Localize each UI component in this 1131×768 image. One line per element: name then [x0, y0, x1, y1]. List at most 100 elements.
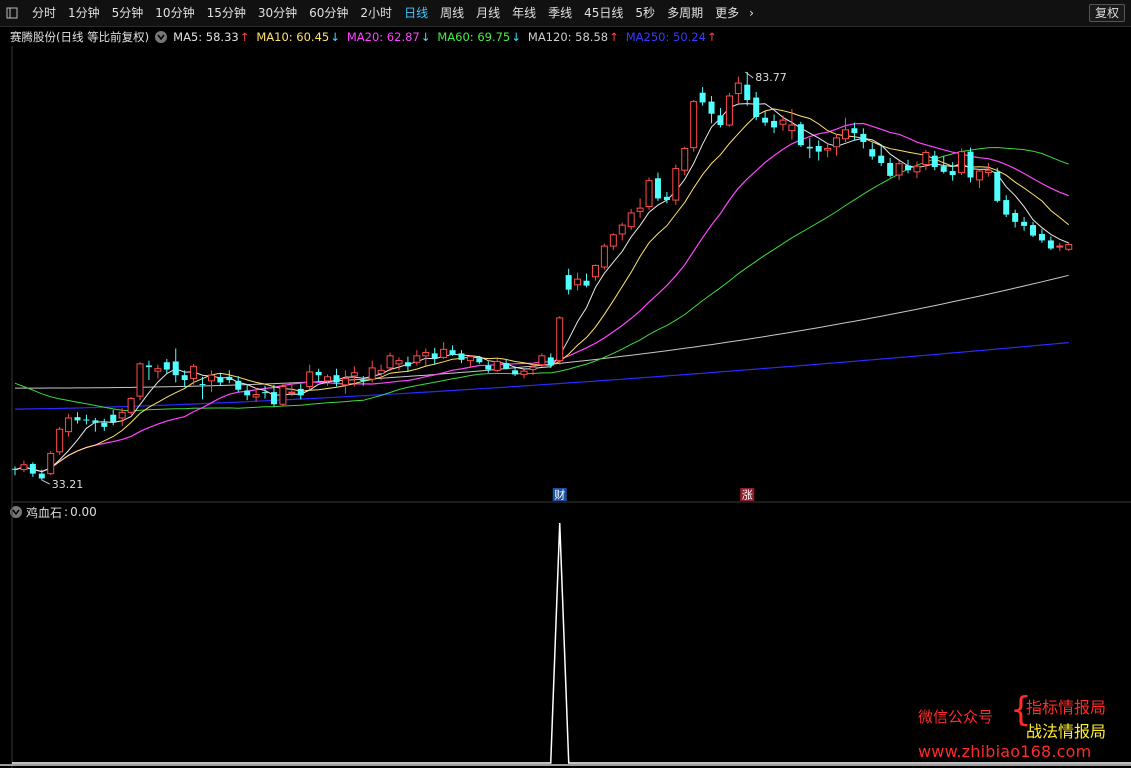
candle-body — [92, 420, 99, 423]
candle-body — [413, 355, 421, 363]
candle-body — [645, 180, 653, 208]
candle-body — [136, 363, 144, 397]
ma-legend-item: MA250: 50.24↑ — [626, 30, 717, 44]
candle-body — [288, 391, 296, 394]
more-chevron-icon[interactable]: › — [749, 6, 754, 20]
marker-zhang: 涨 — [742, 489, 753, 502]
candle-body — [38, 473, 45, 479]
candle-body — [529, 366, 537, 371]
ma-legend-item: MA120: 58.58↑ — [528, 30, 619, 44]
candle-body — [913, 165, 921, 173]
sub-indicator-value: 0.00 — [70, 505, 97, 519]
period-tab[interactable]: 多周期 — [667, 6, 704, 20]
period-tab[interactable]: 更多 — [715, 6, 740, 20]
candle-body — [1047, 240, 1054, 249]
stock-title: 赛腾股份(日线 等比前复权) — [10, 30, 150, 44]
candle-body — [485, 365, 492, 370]
watermark-left: 微信公众号 — [918, 708, 994, 726]
legend-collapse-icon[interactable] — [155, 31, 168, 43]
period-tab[interactable]: 1分钟 — [68, 6, 100, 20]
ma-label: MA120: 58.58 — [527, 30, 609, 44]
candle-body — [574, 278, 582, 286]
period-tab[interactable]: 年线 — [512, 6, 537, 20]
candle-body — [627, 212, 635, 228]
candle-body — [74, 417, 81, 421]
panel-toggle-icon[interactable] — [4, 5, 20, 21]
period-tab[interactable]: 5分钟 — [111, 6, 144, 20]
candle-body — [476, 358, 483, 363]
ma10-line — [14, 108, 1070, 473]
ma-arrow-icon: ↓ — [420, 30, 431, 44]
candle-body — [1021, 221, 1028, 226]
ma-label: MA20: 62.87 — [346, 30, 420, 44]
ma-legend-item: MA20: 62.87↓ — [347, 30, 431, 44]
period-tab[interactable]: 15分钟 — [206, 6, 246, 20]
candle-body — [118, 411, 126, 419]
candle-body — [905, 165, 911, 171]
candle-body — [350, 372, 358, 377]
period-tab[interactable]: 45日线 — [584, 6, 624, 20]
candle-body — [860, 133, 867, 142]
candle-body — [887, 162, 894, 176]
candle-body — [994, 171, 1001, 201]
candle-body — [172, 361, 179, 376]
candle-body — [226, 376, 233, 381]
candle-body — [1038, 233, 1045, 241]
marker-zhang-bg — [740, 488, 755, 501]
high-pointer — [744, 71, 754, 79]
candle-body — [1056, 245, 1064, 248]
candle-body — [12, 468, 18, 470]
sub-collapse-icon[interactable] — [10, 506, 22, 518]
candle-body — [360, 380, 367, 382]
period-tab[interactable]: 周线 — [440, 6, 465, 20]
period-tab[interactable]: 2小时 — [360, 6, 393, 20]
candle-body — [431, 353, 438, 359]
period-tab[interactable]: 30分钟 — [257, 6, 298, 20]
ma-legend-item: MA10: 60.45↓ — [256, 30, 340, 44]
candle-body — [663, 196, 670, 201]
candle-body — [600, 245, 608, 268]
candle-body — [244, 390, 251, 396]
ma-arrow-icon: ↑ — [706, 30, 717, 44]
period-tab[interactable]: 季线 — [548, 6, 573, 20]
candle-body — [262, 392, 269, 394]
candle-body — [931, 155, 938, 167]
watermark-right-top: 指标情报局 — [1026, 698, 1107, 717]
adjust-button[interactable]: 复权 — [1088, 4, 1125, 22]
candle-body — [29, 463, 36, 474]
period-tab[interactable]: 月线 — [476, 6, 501, 20]
period-tabs: 分时 1分钟 5分钟 10分钟 15分钟 30分钟 60分钟 2小时 日线 周线 月线 年线 季线 45日… — [26, 0, 745, 26]
candle-body — [734, 82, 742, 95]
candle-body — [797, 124, 804, 146]
ma-legend-item: MA5: 58.33↑ — [173, 30, 249, 44]
candle-body — [940, 166, 947, 172]
period-toolbar: 分时 1分钟 5分钟 10分钟 15分钟 30分钟 60分钟 2小时 日线 周线 月线 年线 季线 45日… — [0, 0, 1131, 27]
candle-body — [690, 101, 698, 149]
candle-body — [65, 417, 73, 433]
candle-body — [458, 353, 465, 360]
ma-legend-item: MA60: 69.75↓ — [437, 30, 521, 44]
candle-body — [556, 317, 564, 362]
watermark-right-bottom: 战法情报局 — [1026, 722, 1107, 741]
candle-body — [181, 375, 188, 381]
ma-label: MA10: 60.45 — [256, 30, 330, 44]
indicator-spike — [12, 522, 1131, 764]
period-tab[interactable]: 10分钟 — [155, 6, 195, 20]
candle-body — [753, 97, 760, 117]
candle-body — [207, 374, 215, 382]
period-tab[interactable]: 5秒 — [635, 6, 656, 20]
candle-body — [466, 356, 474, 362]
ma-arrow-icon: ↓ — [330, 30, 340, 44]
candle-body — [512, 370, 519, 375]
candle-body — [895, 163, 903, 176]
period-tab[interactable]: 60分钟 — [309, 6, 349, 20]
period-tab[interactable]: 日线 — [404, 6, 429, 20]
candle-body — [565, 275, 572, 290]
candle-body — [217, 377, 224, 383]
ma-arrow-icon: ↑ — [239, 30, 250, 44]
period-tab[interactable]: 分时 — [32, 6, 57, 20]
ma-arrow-icon: ↑ — [609, 30, 619, 44]
candle-body — [386, 355, 394, 369]
low-pointer — [41, 479, 51, 485]
